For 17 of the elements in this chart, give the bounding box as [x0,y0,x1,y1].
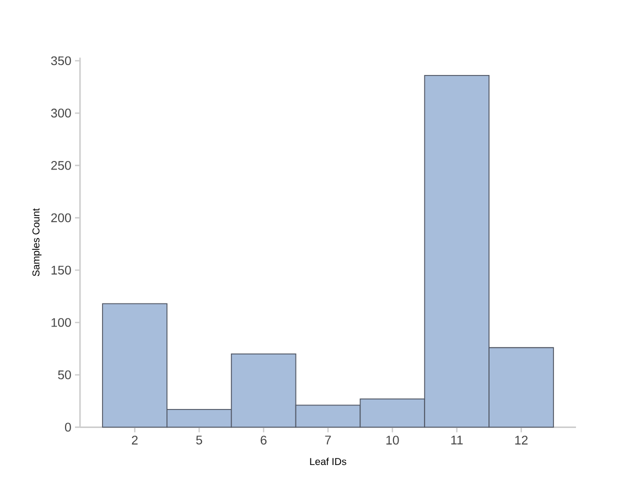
x-tick-label: 11 [451,436,463,444]
y-tick-label: 350 [51,56,71,66]
x-tick-label: 5 [196,436,202,444]
x-tick-label: 12 [515,436,528,444]
x-tick-label: 2 [132,436,138,444]
y-tick-label: 200 [51,213,71,222]
x-axis-title: Leaf IDs [310,458,346,466]
y-tick-label: 250 [51,161,71,170]
y-tick-label: 50 [58,370,71,380]
y-tick-label: 150 [52,266,71,275]
x-tick-label: 10 [386,436,399,445]
x-tick-label: 7 [325,436,331,444]
y-tick-label: 100 [52,318,71,327]
y-tick-label: 0 [65,422,71,432]
y-axis-title: Samples Count [32,208,42,276]
x-tick-label: 6 [260,436,267,445]
y-tick-label: 300 [51,108,71,118]
